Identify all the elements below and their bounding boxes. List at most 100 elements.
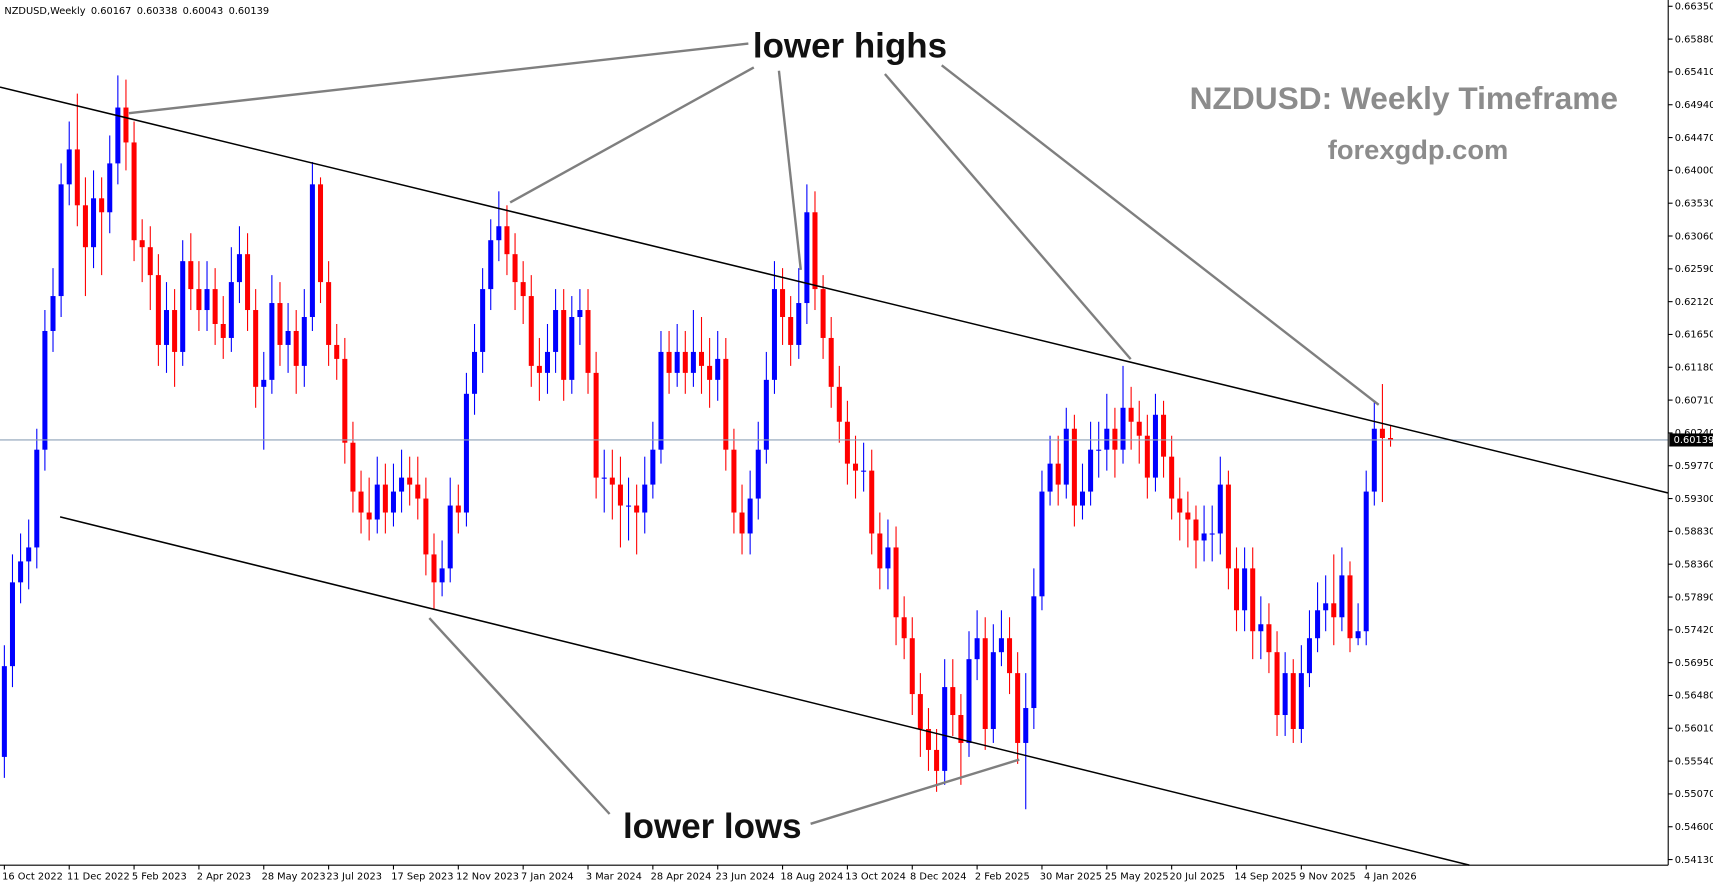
candle-body [34, 449, 40, 548]
candle-body [788, 317, 794, 345]
candle-body [463, 393, 469, 513]
candle-body [277, 303, 283, 345]
candle-body [966, 659, 972, 743]
y-tick-label: 0.60710 [1675, 395, 1713, 406]
candle-body [1120, 407, 1126, 450]
candle-body [480, 289, 486, 352]
candle-body [893, 547, 899, 618]
candle-body [650, 449, 656, 485]
candle-body [358, 491, 364, 513]
candle-body [1071, 428, 1077, 506]
candle-body [1144, 435, 1150, 478]
candle-body [415, 484, 421, 499]
candle-body [431, 554, 437, 583]
candle-body [115, 107, 121, 164]
candle-body [869, 470, 875, 534]
candle-body [828, 337, 834, 387]
header: NZDUSD,Weekly 0.60167 0.60338 0.60043 0.… [4, 6, 269, 17]
y-tick-label: 0.59300 [1675, 494, 1713, 505]
candle-body [917, 694, 923, 729]
candle-body [958, 715, 964, 743]
plot [0, 75, 1669, 810]
candle-body [536, 365, 542, 373]
candle-body [228, 282, 234, 338]
candle-body [504, 226, 510, 255]
x-tick-label: 13 Oct 2024 [845, 871, 906, 882]
candle-body [982, 638, 988, 729]
pointer [509, 66, 755, 204]
candle-body [780, 289, 786, 318]
pointers [128, 42, 1380, 825]
candle-body [1007, 638, 1013, 674]
candle-body [804, 212, 810, 304]
candle-body [707, 365, 713, 380]
candle-body [1201, 533, 1207, 541]
candle-body [399, 477, 405, 492]
candle-body [609, 477, 615, 485]
y-tick-label: 0.66350 [1675, 2, 1713, 13]
candle-body [796, 303, 802, 345]
y-tick-label: 0.56480 [1675, 691, 1713, 702]
candle-body [1015, 673, 1021, 743]
candle-body [1047, 463, 1053, 492]
candle-body [123, 107, 129, 143]
candle-body [147, 247, 153, 276]
candle-body [350, 442, 356, 492]
candle-body [488, 240, 494, 290]
candle-body [1274, 652, 1280, 716]
candle-body [512, 254, 518, 283]
x-tick-label: 28 May 2023 [262, 871, 326, 882]
candle-body [998, 638, 1004, 653]
candle-body [634, 505, 640, 513]
candle-body [1128, 407, 1134, 422]
x-tick-label: 17 Sep 2023 [391, 871, 453, 882]
candle-body [1250, 568, 1256, 632]
y-tick-label: 0.64470 [1675, 133, 1713, 144]
candle-body [1323, 603, 1329, 611]
candle-body [26, 547, 32, 562]
candle-body [1266, 624, 1272, 653]
header-close: 0.60139 [229, 6, 270, 17]
pointer [128, 42, 749, 115]
candle-body [58, 184, 64, 297]
candle-body [309, 184, 315, 318]
y-tick-label: 0.56010 [1675, 724, 1713, 735]
x-tick-label: 28 Apr 2024 [651, 871, 712, 882]
candle-body [1225, 484, 1231, 569]
candle-body [1290, 673, 1296, 729]
x-tick-label: 30 Mar 2025 [1040, 871, 1102, 882]
candle-body [382, 484, 388, 513]
candle-body [934, 749, 940, 771]
candle-body [974, 638, 980, 660]
header-low: 0.60043 [183, 6, 224, 17]
candle-body [1193, 519, 1199, 541]
candle-body [861, 470, 867, 472]
candle-body [690, 351, 696, 373]
pointer [883, 73, 1132, 360]
candle-body [74, 149, 80, 206]
candle-body [204, 289, 210, 311]
candle-body [528, 296, 534, 366]
candle-body [731, 449, 737, 513]
candle-body [91, 198, 97, 248]
x-tick-label: 8 Dec 2024 [910, 871, 966, 882]
candle-body [1104, 428, 1110, 450]
candle-body [1039, 491, 1045, 597]
candle-body [1112, 428, 1118, 450]
pointer [940, 64, 1380, 406]
candle-body [163, 310, 170, 345]
candle-body [698, 351, 705, 366]
candle-body [82, 205, 88, 248]
candle-body [723, 358, 729, 450]
price-label: 0.60139 [1674, 435, 1713, 446]
candle-body [1363, 491, 1369, 632]
candle-body [1339, 575, 1345, 618]
candle-body [925, 728, 931, 750]
x-tick-label: 25 May 2025 [1105, 871, 1169, 882]
symbol: NZDUSD,Weekly [4, 6, 85, 17]
candle-body [366, 512, 372, 520]
candle-body [212, 289, 218, 324]
candle-body [99, 198, 105, 213]
